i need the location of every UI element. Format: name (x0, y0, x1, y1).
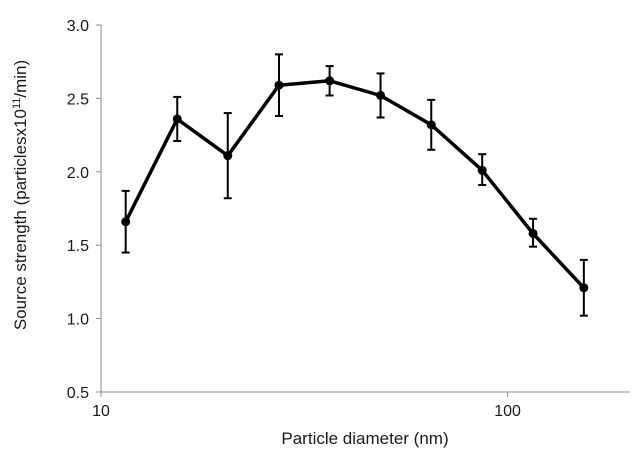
x-ticks: 10 100 (92, 392, 521, 420)
y-axis-title-suffix: /min) (11, 60, 30, 98)
error-bars (121, 53, 588, 317)
data-point (223, 151, 233, 161)
y-tick-label: 1.0 (67, 312, 89, 329)
data-point (528, 228, 538, 238)
y-tick-label: 3.0 (67, 18, 89, 35)
data-point (376, 90, 386, 100)
y-axis-title: Source strength (particlesx1011/min) (11, 60, 30, 330)
data-point (325, 76, 335, 86)
y-ticks: 0.5 1.0 1.5 2.0 2.5 3.0 (67, 18, 101, 402)
y-tick-label: 0.5 (67, 385, 89, 402)
y-tick-label: 2.5 (67, 91, 89, 108)
data-point (477, 165, 487, 175)
data-point (579, 283, 589, 293)
y-axis-title-prefix: Source strength (particlesx10 (11, 109, 30, 330)
data-points (121, 76, 589, 293)
x-tick-label: 100 (494, 403, 521, 420)
data-point (172, 114, 182, 124)
y-tick-label: 1.5 (67, 238, 89, 255)
series-lines (124, 79, 586, 289)
data-point (274, 80, 284, 90)
x-axis-title: Particle diameter (nm) (281, 429, 448, 448)
axes (100, 25, 630, 393)
data-point (426, 120, 436, 130)
data-point (121, 217, 131, 227)
y-axis-title-superscript: 11 (11, 98, 23, 109)
x-tick-label: 10 (92, 403, 110, 420)
y-tick-label: 2.0 (67, 165, 89, 182)
series-line (124, 79, 586, 289)
